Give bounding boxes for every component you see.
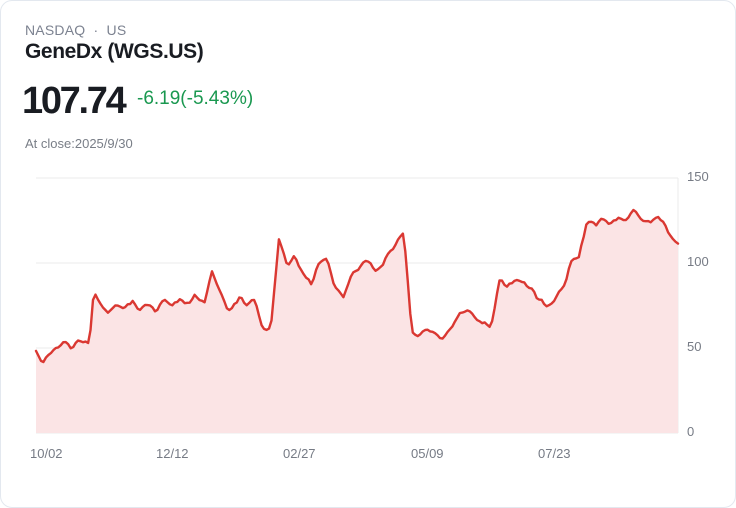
svg-text:10/02: 10/02 (30, 446, 63, 461)
svg-text:12/12: 12/12 (156, 446, 189, 461)
svg-text:100: 100 (687, 254, 709, 269)
svg-text:05/09: 05/09 (411, 446, 444, 461)
svg-text:07/23: 07/23 (538, 446, 571, 461)
svg-text:0: 0 (687, 424, 694, 439)
svg-text:150: 150 (687, 169, 709, 184)
svg-text:50: 50 (687, 339, 701, 354)
svg-text:02/27: 02/27 (283, 446, 316, 461)
